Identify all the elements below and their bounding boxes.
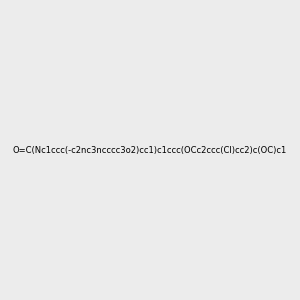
Text: O=C(Nc1ccc(-c2nc3ncccc3o2)cc1)c1ccc(OCc2ccc(Cl)cc2)c(OC)c1: O=C(Nc1ccc(-c2nc3ncccc3o2)cc1)c1ccc(OCc2… bbox=[13, 146, 287, 154]
